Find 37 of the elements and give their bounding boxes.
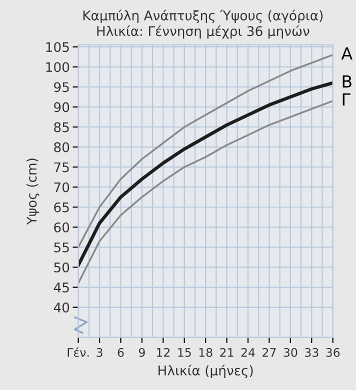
series-label: A xyxy=(341,47,352,60)
x-tick-label: 15 xyxy=(178,348,191,357)
y-tick-label: 90 xyxy=(54,102,70,112)
y-tick-label: 65 xyxy=(54,202,69,212)
chart-subtitle: Ηλικία: Γέννηση μέχρι 36 μηνών xyxy=(97,25,310,39)
x-tick-label: 36 xyxy=(326,348,340,357)
y-tick-label: 60 xyxy=(54,222,70,232)
y-tick-label: 75 xyxy=(54,162,69,172)
y-tick-label: 100 xyxy=(46,62,70,72)
y-tick-label: 55 xyxy=(54,242,69,252)
y-tick-label: 85 xyxy=(54,122,69,132)
y-tick-label: 70 xyxy=(54,182,70,192)
x-tick-label: 33 xyxy=(305,348,318,357)
x-axis-title: Ηλικία (μήνες) xyxy=(158,364,253,378)
line-series xyxy=(78,100,333,284)
x-tick-label: 24 xyxy=(241,348,255,357)
y-tick-label: 80 xyxy=(54,142,70,152)
chart-title: Καμπύλη Ανάπτυξης Ύψους (αγόρια) xyxy=(83,10,323,24)
x-tick-label: 12 xyxy=(156,348,170,357)
line-series xyxy=(78,54,333,248)
x-tick-label: 30 xyxy=(284,348,298,357)
x-tick-label: 9 xyxy=(138,348,145,357)
series-label: B xyxy=(342,75,352,88)
x-tick-label: Γέν. xyxy=(68,347,89,357)
y-tick-label: 50 xyxy=(54,262,70,272)
x-tick-label: 18 xyxy=(199,348,212,357)
line-series xyxy=(78,81,333,267)
x-tick-label: 3 xyxy=(96,348,102,357)
x-tick-label: 6 xyxy=(118,348,124,357)
y-tick-label: 105 xyxy=(46,42,69,52)
x-tick-label: 27 xyxy=(262,348,276,357)
y-tick-label: 95 xyxy=(54,82,69,92)
y-tick-label: 45 xyxy=(54,282,69,292)
x-tick-label: 21 xyxy=(220,348,234,357)
y-tick-label: 40 xyxy=(54,302,70,312)
series-label: Γ xyxy=(342,93,350,106)
y-axis-title: Υψος (cm) xyxy=(26,158,40,225)
